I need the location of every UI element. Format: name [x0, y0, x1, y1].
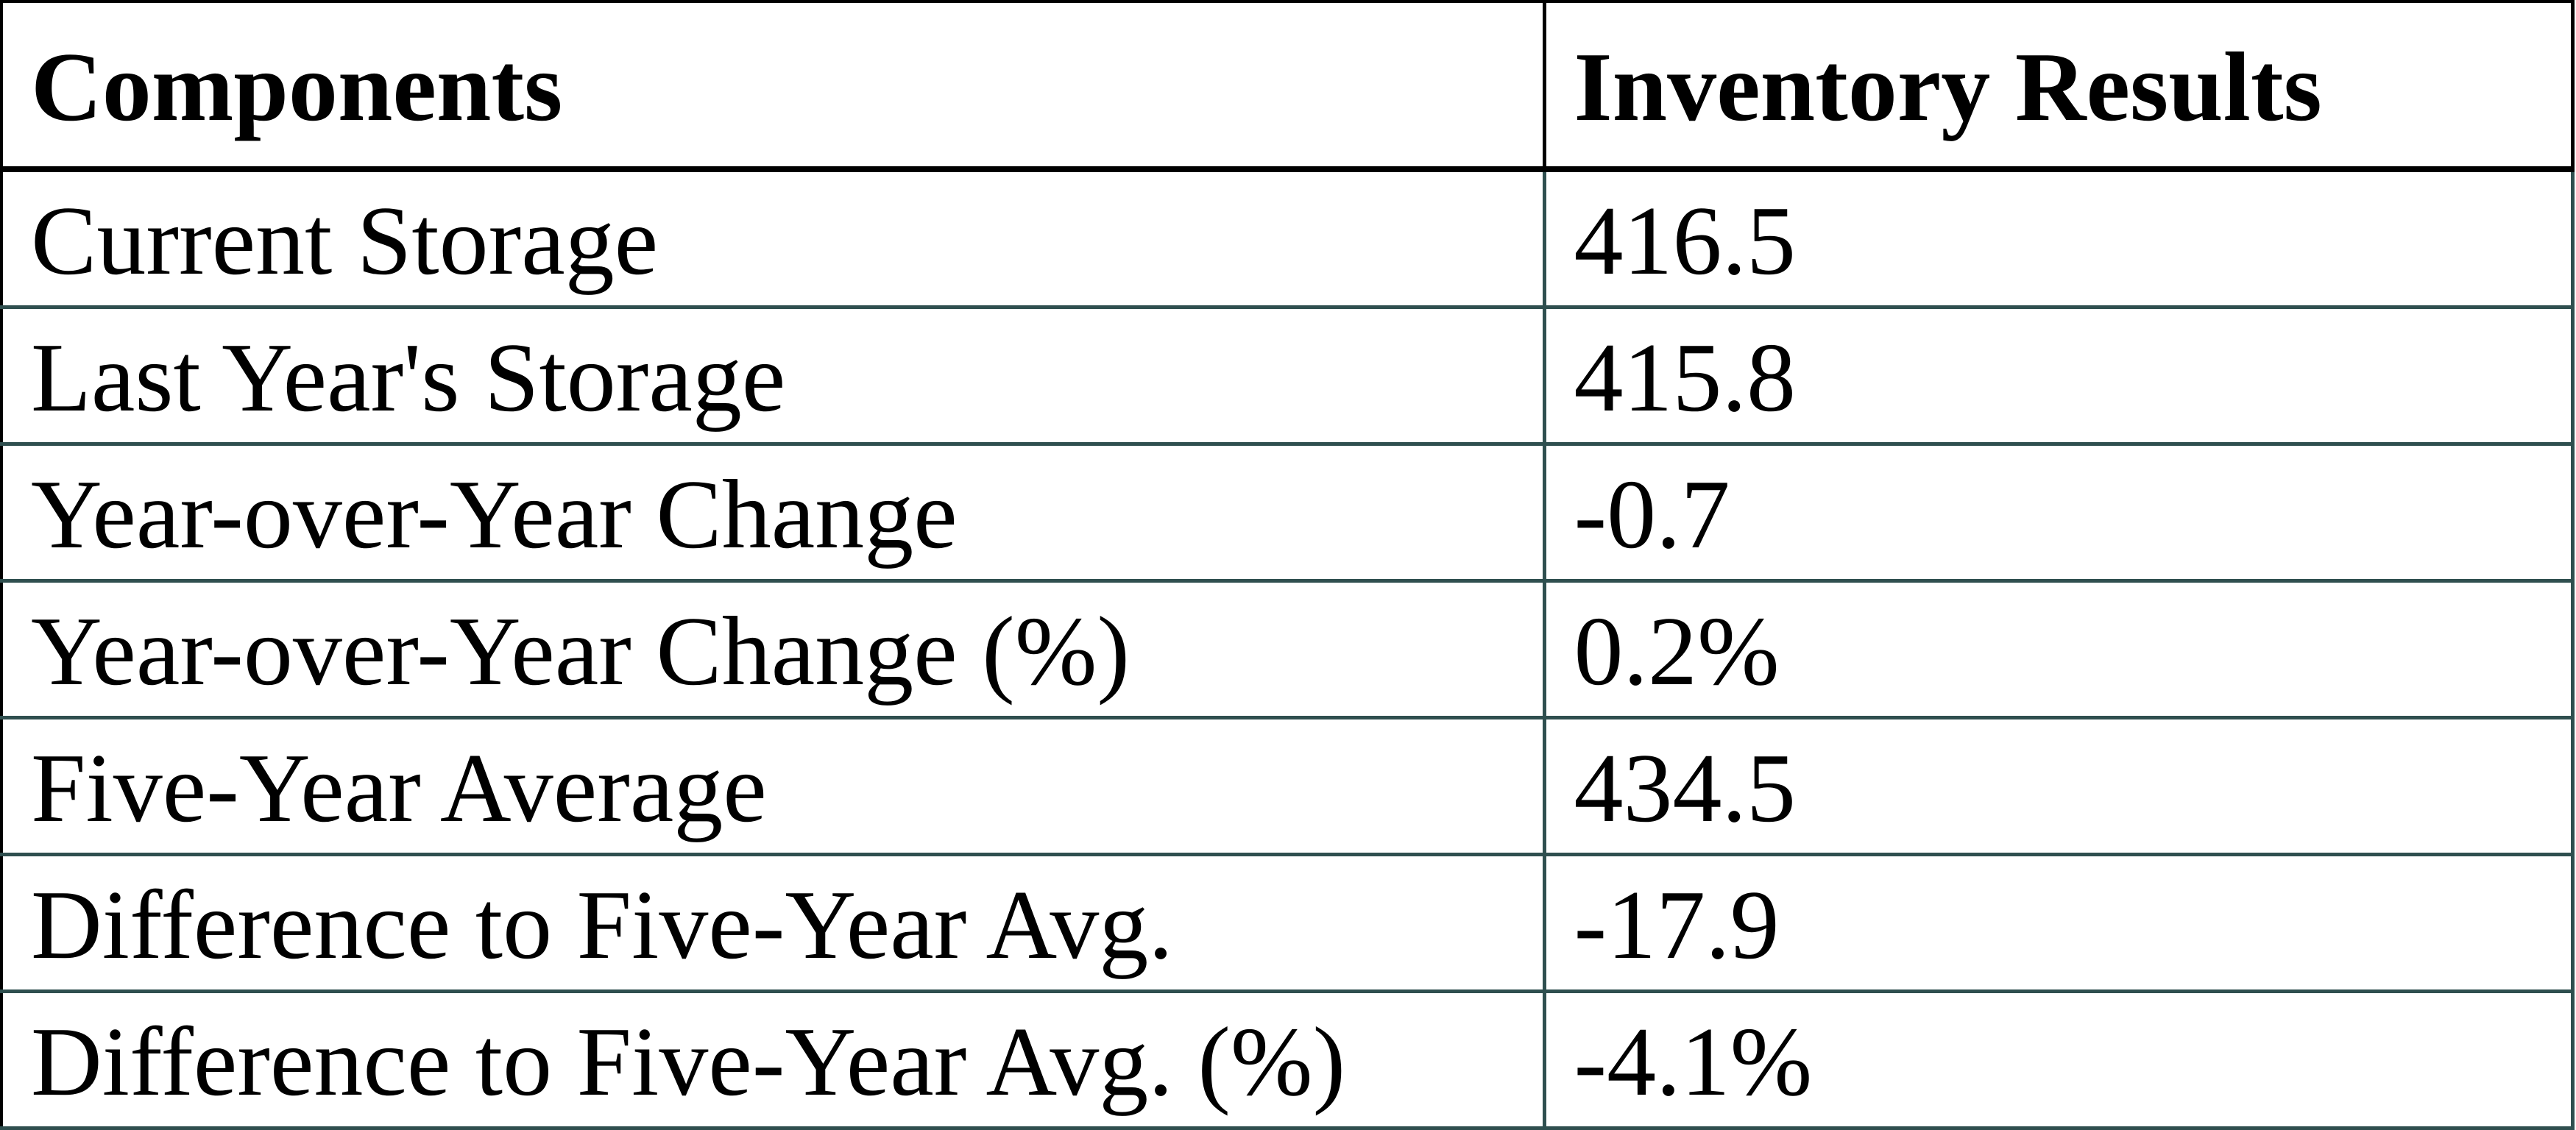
result-cell: -17.9 — [1542, 853, 2575, 993]
header-row: Components Inventory Results — [0, 0, 2575, 172]
column-header-inventory-results: Inventory Results — [1542, 0, 2575, 172]
table-row: Difference to Five-Year Avg. -17.9 — [0, 853, 2575, 993]
component-cell: Five-Year Average — [0, 716, 1546, 856]
component-cell: Difference to Five-Year Avg. — [0, 853, 1546, 993]
component-cell: Year-over-Year Change — [0, 442, 1546, 583]
column-header-components: Components — [0, 0, 1546, 172]
table-row: Year-over-Year Change -0.7 — [0, 442, 2575, 583]
result-cell: -4.1% — [1542, 989, 2575, 1130]
result-cell: 434.5 — [1542, 716, 2575, 856]
result-cell: 416.5 — [1542, 167, 2575, 309]
table-row: Five-Year Average 434.5 — [0, 716, 2575, 856]
table-body: Current Storage 416.5 Last Year's Storag… — [0, 167, 2575, 1130]
component-cell: Last Year's Storage — [0, 305, 1546, 446]
table-row: Year-over-Year Change (%) 0.2% — [0, 579, 2575, 719]
table-row: Difference to Five-Year Avg. (%) -4.1% — [0, 989, 2575, 1130]
table-header: Components Inventory Results — [0, 0, 2575, 172]
component-cell: Year-over-Year Change (%) — [0, 579, 1546, 719]
result-cell: 415.8 — [1542, 305, 2575, 446]
table-row: Current Storage 416.5 — [0, 167, 2575, 309]
result-cell: -0.7 — [1542, 442, 2575, 583]
table-row: Last Year's Storage 415.8 — [0, 305, 2575, 446]
component-cell: Current Storage — [0, 167, 1546, 309]
result-cell: 0.2% — [1542, 579, 2575, 719]
component-cell: Difference to Five-Year Avg. (%) — [0, 989, 1546, 1130]
